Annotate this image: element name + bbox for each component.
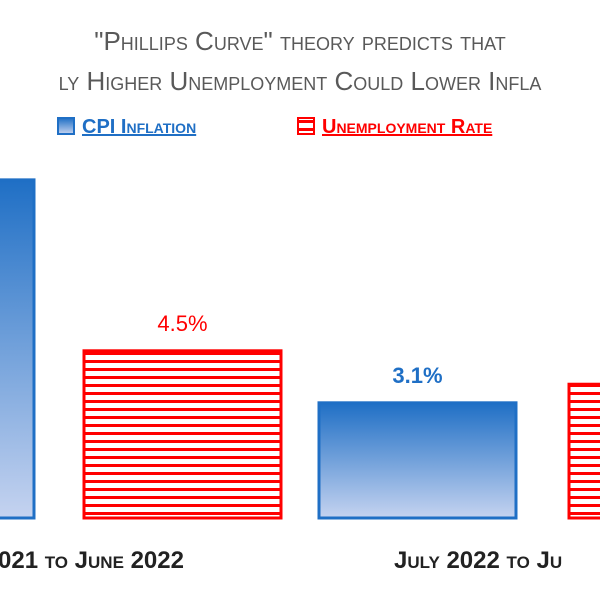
- legend: CPI Inflation Unemployment Rate: [57, 116, 492, 138]
- chart-title-line-1: "Phillips Curve" theory predicts that: [94, 26, 506, 56]
- legend-swatch-unemployment: [297, 117, 315, 135]
- bars: [0, 178, 600, 520]
- bar-cpi-2: [317, 401, 518, 520]
- legend-label-unemployment: Unemployment Rate: [322, 116, 492, 138]
- category-label-1: 021 to June 2022: [0, 547, 184, 574]
- category-label-2: July 2022 to Ju: [394, 547, 562, 574]
- category-labels: 021 to June 2022 July 2022 to Ju: [0, 547, 562, 574]
- data-label-cpi-2: 3.1%: [392, 363, 442, 388]
- legend-label-cpi: CPI Inflation: [82, 116, 196, 138]
- chart-title: "Phillips Curve" theory predicts that ly…: [59, 26, 542, 96]
- bar-unemployment-2: [567, 382, 600, 520]
- bar-cpi-1: [0, 178, 36, 520]
- chart-title-line-2: ly Higher Unemployment Could Lower Infla: [59, 66, 542, 96]
- data-labels: 3.1% 4.5%: [157, 311, 442, 388]
- data-label-unemployment-1: 4.5%: [157, 311, 207, 336]
- legend-item-unemployment[interactable]: Unemployment Rate: [297, 116, 492, 138]
- legend-item-cpi[interactable]: CPI Inflation: [57, 116, 196, 138]
- bar-unemployment-1: [82, 349, 283, 520]
- legend-swatch-cpi: [57, 117, 75, 135]
